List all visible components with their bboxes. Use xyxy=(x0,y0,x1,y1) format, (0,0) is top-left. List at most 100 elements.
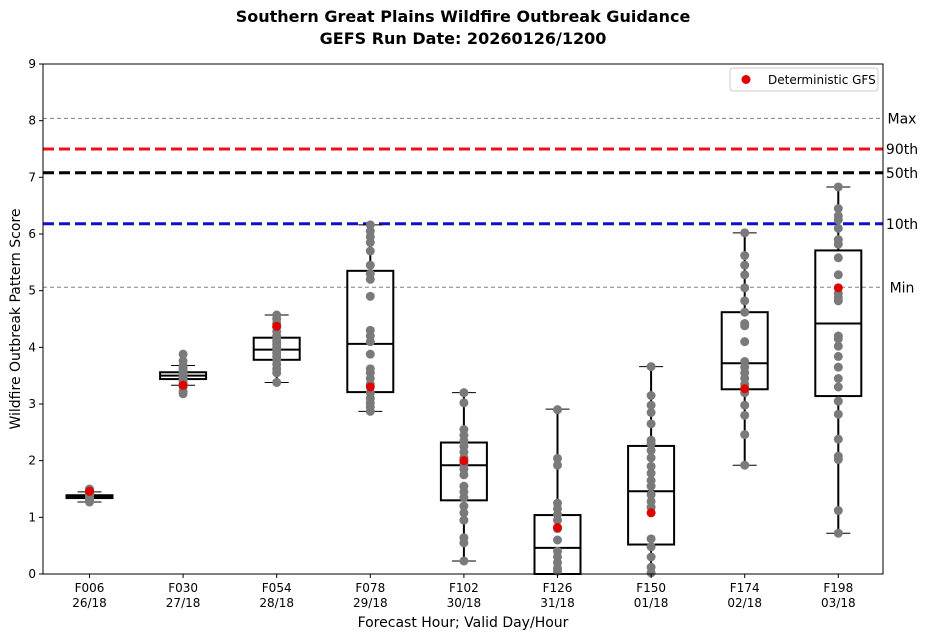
ensemble-member-point xyxy=(646,400,656,410)
ensemble-member-point xyxy=(833,382,843,392)
x-tick-label-hour: F102 xyxy=(449,581,479,595)
ensemble-member-point xyxy=(646,391,656,400)
ensemble-member-point xyxy=(833,253,843,263)
y-tick-label: 5 xyxy=(28,284,36,298)
ensemble-member-point xyxy=(833,270,843,280)
x-tick-label-valid: 02/18 xyxy=(727,596,762,610)
y-tick-label: 0 xyxy=(28,567,36,581)
ensemble-member-point xyxy=(646,542,656,552)
deterministic-gfs-point xyxy=(85,486,94,496)
ensemble-member-point xyxy=(740,260,750,270)
ensemble-member-point xyxy=(646,419,656,429)
ensemble-member-point xyxy=(833,341,843,351)
y-tick-label: 2 xyxy=(28,454,36,468)
ensemble-member-point xyxy=(178,356,188,366)
ref-label-p50: 50th xyxy=(886,166,918,182)
ensemble-member-point xyxy=(365,246,375,256)
x-tick-label-valid: 28/18 xyxy=(259,596,294,610)
y-axis-label: Wildfire Outbreak Pattern Score xyxy=(8,208,24,429)
ensemble-member-point xyxy=(272,310,282,320)
deterministic-gfs-point xyxy=(740,384,750,394)
ensemble-member-point xyxy=(459,388,469,398)
ensemble-member-point xyxy=(459,533,469,543)
x-tick-label-valid: 30/18 xyxy=(447,596,482,610)
reference-labels: Max 90th 50th 10th Min xyxy=(886,111,918,296)
legend-marker xyxy=(741,75,751,84)
ensemble-member-point xyxy=(646,534,656,544)
ensemble-member-point xyxy=(459,481,469,491)
ensemble-member-point xyxy=(459,425,469,434)
y-tick-label: 8 xyxy=(28,114,36,128)
x-tick-label-valid: 27/18 xyxy=(166,596,201,610)
plot-frame xyxy=(42,63,884,575)
ensemble-member-point xyxy=(833,396,843,406)
ensemble-member-point xyxy=(833,506,843,516)
ensemble-member-point xyxy=(365,364,375,374)
x-tick-label-hour: F078 xyxy=(355,581,385,595)
ensemble-member-point xyxy=(740,283,750,293)
ensemble-member-point xyxy=(553,460,562,470)
ensemble-member-point xyxy=(833,409,843,419)
x-tick-label-hour: F126 xyxy=(543,581,573,595)
ensemble-member-point xyxy=(459,398,469,408)
ensemble-member-point xyxy=(740,270,750,280)
y-tick-label: 9 xyxy=(28,57,36,71)
deterministic-gfs-point xyxy=(178,380,188,390)
ensemble-member-point xyxy=(646,435,656,445)
x-tick-label-valid: 31/18 xyxy=(540,596,575,610)
ensemble-member-point xyxy=(833,331,843,341)
ensemble-member-point xyxy=(646,362,656,372)
ensemble-member-point xyxy=(459,556,469,566)
legend-label: Deterministic GFS xyxy=(768,73,876,87)
x-tick-label-hour: F006 xyxy=(75,581,105,595)
ensemble-member-point xyxy=(833,223,843,233)
x-tick-label-valid: 26/18 xyxy=(72,596,107,610)
x-tick-label-valid: 29/18 xyxy=(353,596,388,610)
ensemble-member-point xyxy=(553,546,562,556)
ensemble-member-point xyxy=(459,508,469,518)
y-tick-label: 1 xyxy=(28,510,36,524)
chart-title-line2: GEFS Run Date: 20260126/1200 xyxy=(320,29,607,48)
ensemble-member-point xyxy=(646,552,656,562)
ensemble-member-point xyxy=(646,490,656,500)
ensemble-member-point xyxy=(272,377,282,387)
ensemble-member-point xyxy=(833,434,843,444)
ensemble-member-point xyxy=(553,535,562,545)
ensemble-member-point xyxy=(646,468,656,478)
chart-title-line1: Southern Great Plains Wildfire Outbreak … xyxy=(236,7,691,26)
x-axis-label: Forecast Hour; Valid Day/Hour xyxy=(358,615,569,631)
ensemble-member-point xyxy=(740,460,750,470)
ensemble-member-point xyxy=(740,251,750,261)
x-tick-label-hour: F150 xyxy=(636,581,666,595)
ensemble-members xyxy=(85,182,843,578)
ensemble-member-point xyxy=(833,374,843,383)
y-tick-label: 7 xyxy=(28,170,36,184)
deterministic-gfs-point xyxy=(272,321,282,331)
ensemble-member-point xyxy=(833,451,843,461)
deterministic-gfs-point xyxy=(459,456,469,466)
ensemble-member-point xyxy=(459,501,469,511)
ensemble-member-point xyxy=(833,528,843,538)
deterministic-gfs-point xyxy=(646,508,656,518)
ensemble-member-point xyxy=(365,349,375,359)
ensemble-member-point xyxy=(740,228,750,238)
y-tick-label: 6 xyxy=(28,227,36,241)
ensemble-member-point xyxy=(833,351,843,361)
ensemble-member-point xyxy=(833,204,843,213)
x-tick-label-hour: F198 xyxy=(823,581,853,595)
ensemble-member-point xyxy=(740,307,750,317)
legend-frame xyxy=(729,67,879,92)
ensemble-member-point xyxy=(740,430,750,440)
ensemble-member-point xyxy=(553,405,562,415)
ensemble-member-point xyxy=(365,226,375,236)
ensemble-member-point xyxy=(365,260,375,270)
ensemble-member-point xyxy=(833,362,843,372)
x-tick-label-hour: F174 xyxy=(730,581,760,595)
deterministic-gfs-point xyxy=(553,523,562,533)
y-tick-label: 3 xyxy=(28,397,36,411)
x-tick-label-valid: 01/18 xyxy=(634,596,669,610)
ensemble-member-point xyxy=(365,325,375,335)
ensemble-member-point xyxy=(178,349,188,359)
x-tick-label-hour: F054 xyxy=(262,581,292,595)
